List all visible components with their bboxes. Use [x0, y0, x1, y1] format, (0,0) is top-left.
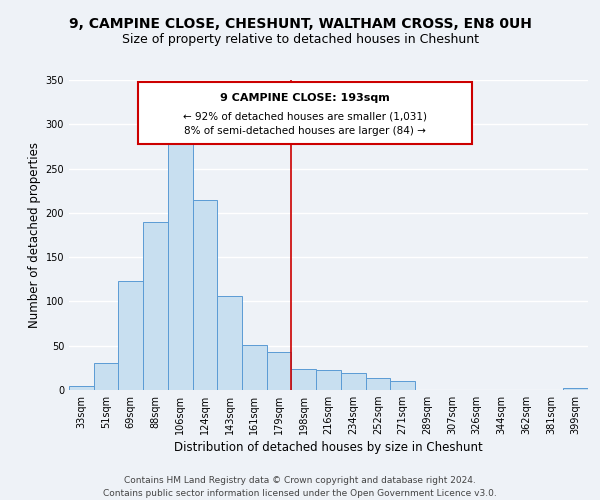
Bar: [217, 296, 242, 390]
Text: 9 CAMPINE CLOSE: 193sqm: 9 CAMPINE CLOSE: 193sqm: [220, 93, 390, 103]
Text: 8% of semi-detached houses are larger (84) →: 8% of semi-detached houses are larger (8…: [184, 126, 426, 136]
Bar: [94, 364, 118, 390]
Bar: [193, 200, 217, 390]
Bar: [267, 352, 292, 390]
Bar: [242, 345, 267, 390]
Bar: [390, 381, 415, 390]
Bar: [118, 281, 143, 390]
Bar: [316, 370, 341, 390]
Text: 9, CAMPINE CLOSE, CHESHUNT, WALTHAM CROSS, EN8 0UH: 9, CAMPINE CLOSE, CHESHUNT, WALTHAM CROS…: [68, 18, 532, 32]
Bar: [563, 388, 588, 390]
Text: Contains HM Land Registry data © Crown copyright and database right 2024.
Contai: Contains HM Land Registry data © Crown c…: [103, 476, 497, 498]
X-axis label: Distribution of detached houses by size in Cheshunt: Distribution of detached houses by size …: [174, 442, 483, 454]
Bar: [341, 373, 365, 390]
Text: Size of property relative to detached houses in Cheshunt: Size of property relative to detached ho…: [121, 32, 479, 46]
Y-axis label: Number of detached properties: Number of detached properties: [28, 142, 41, 328]
FancyBboxPatch shape: [138, 82, 472, 144]
Bar: [69, 386, 94, 390]
Bar: [365, 378, 390, 390]
Bar: [168, 130, 193, 390]
Bar: [143, 222, 168, 390]
Bar: [292, 368, 316, 390]
Text: ← 92% of detached houses are smaller (1,031): ← 92% of detached houses are smaller (1,…: [183, 112, 427, 122]
